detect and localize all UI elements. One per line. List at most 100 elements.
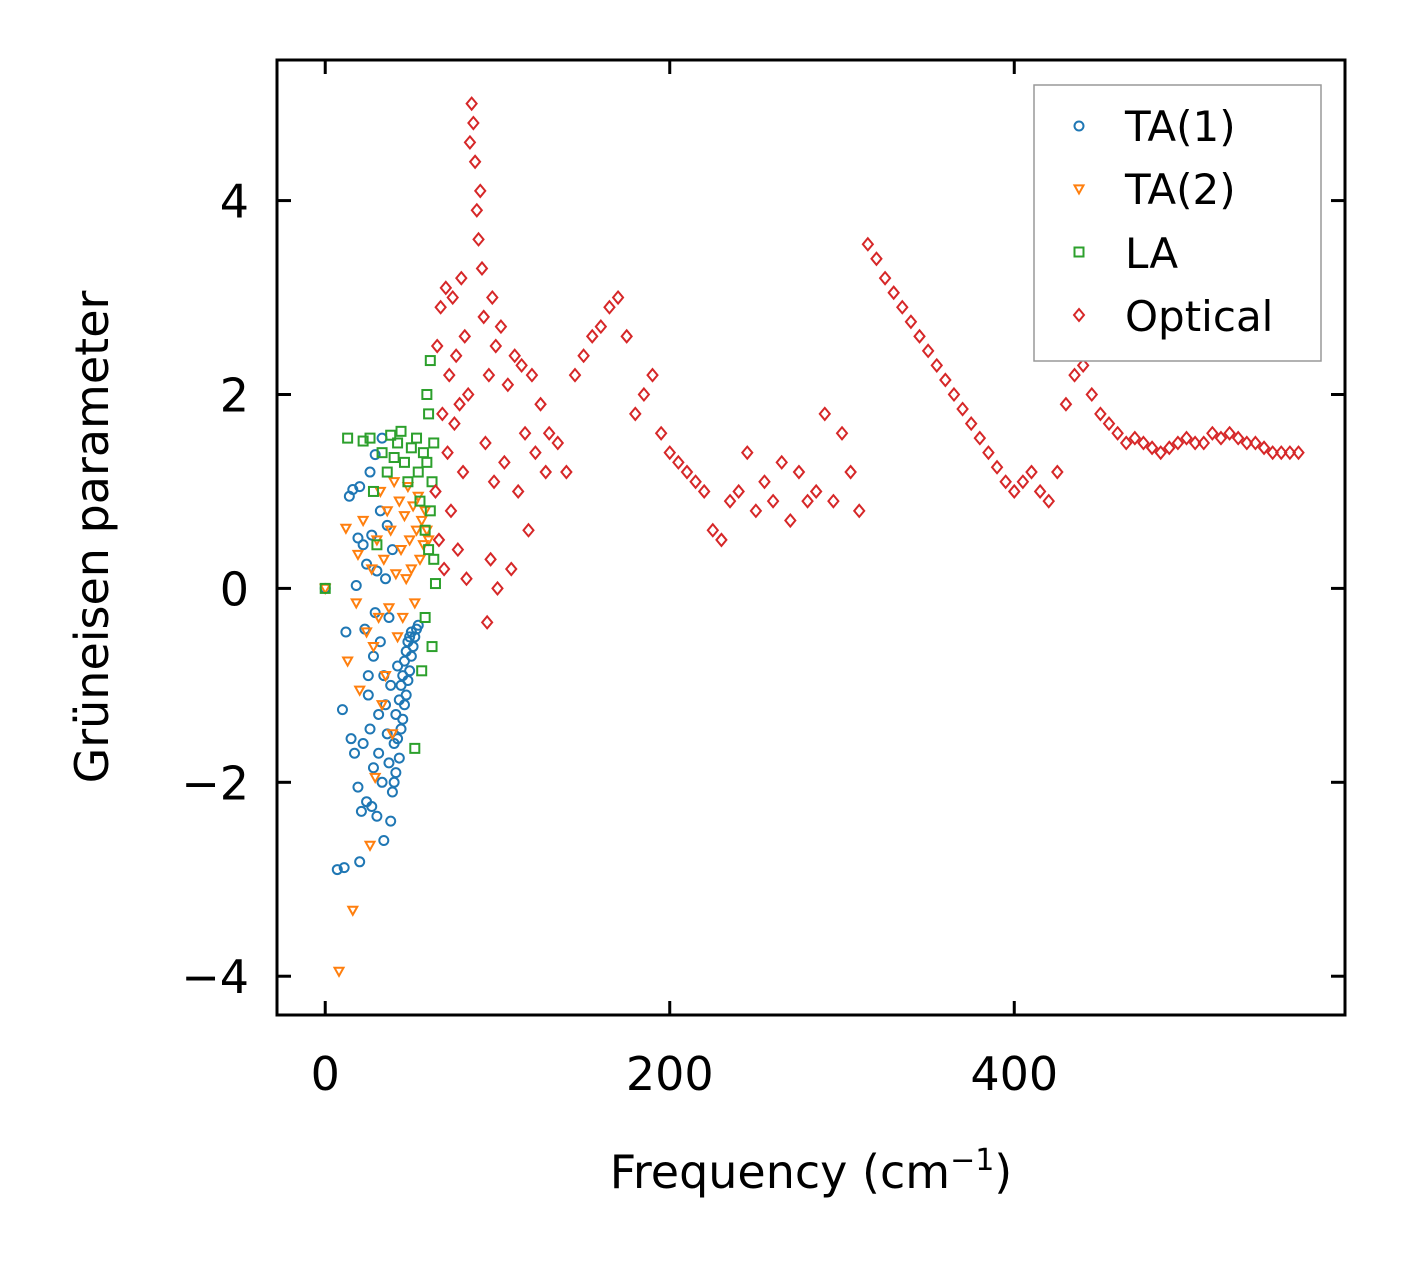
data-point [423,544,435,556]
data-point [1042,493,1056,509]
data-point [522,522,535,538]
data-point [577,348,590,364]
data-point [404,665,416,677]
data-point [740,445,754,461]
data-point [921,343,935,359]
data-point [364,723,376,735]
data-point [355,805,367,817]
data-point [446,289,460,306]
data-point [356,515,370,528]
legend-marker-diamond [1072,307,1086,323]
data-point [973,430,987,446]
data-point [818,406,832,422]
data-point [473,183,487,199]
data-point [480,614,494,630]
data-point [364,432,376,444]
data-point [463,134,477,150]
data-point [1085,386,1099,403]
data-point [426,476,438,488]
data-point [411,432,423,444]
data-point [486,289,499,306]
data-point [477,309,491,325]
data-point [525,367,539,383]
data-point [487,474,501,490]
data-point [792,464,806,480]
data-point [361,558,373,570]
data-point [384,525,397,537]
data-point [982,445,995,461]
data-point [354,856,366,868]
data-point [364,466,376,478]
data-point [637,386,651,403]
data-point [393,752,405,764]
data-point [374,636,386,648]
data-point [1076,357,1090,373]
data-point [1197,435,1211,451]
y-tick-label: −2 [181,756,249,810]
data-point [416,665,428,677]
data-point [1094,406,1107,422]
data-point [947,386,961,403]
data-point [403,535,416,547]
data-point [331,864,343,876]
data-point [1025,464,1038,480]
data-point [964,416,978,432]
data-point [1059,396,1073,412]
data-point [484,551,497,567]
data-point [372,612,385,625]
data-point [424,505,436,517]
data-point [603,299,616,315]
data-point [1162,440,1176,456]
data-point [383,757,395,769]
data-point [405,564,418,576]
data-point [594,319,608,335]
data-point [1068,367,1081,383]
data-point [393,496,406,508]
data-point [1240,435,1254,451]
data-point [878,270,892,286]
data-point [534,396,547,412]
data-point [394,545,408,557]
data-point [1051,464,1064,480]
legend-label-ta1: TA(1) [1124,102,1236,151]
data-point [654,425,668,441]
data-point [758,474,771,490]
data-point [399,574,413,586]
data-point [415,515,428,528]
series-ta-1 [319,432,424,876]
legend-marker-square [1073,246,1085,258]
data-point [378,834,390,846]
data-point [1102,416,1116,432]
data-point [380,573,392,585]
data-point [369,449,381,461]
data-point [342,432,354,444]
data-point [417,447,429,459]
data-point [697,483,711,500]
data-point [430,338,444,354]
data-point [349,747,361,759]
data-point [1111,425,1124,441]
data-point [428,553,440,565]
data-point [412,619,424,631]
data-point [419,524,431,536]
x-tick-label: 400 [970,1047,1058,1101]
data-point [338,862,350,874]
data-point [482,367,496,383]
data-point [429,483,442,500]
data-point [346,905,359,917]
data-point [363,840,377,852]
plot-frame [275,58,1347,1017]
data-point [518,425,532,441]
data-point [354,481,366,493]
data-point [475,260,489,277]
data-point [844,464,857,480]
data-point [611,289,625,306]
data-point [456,464,470,480]
data-point [432,532,446,548]
data-point [453,396,466,412]
data-point [444,503,458,519]
data-point [404,631,416,643]
data-point [663,445,677,461]
data-point [434,299,447,315]
data-point [560,464,573,480]
